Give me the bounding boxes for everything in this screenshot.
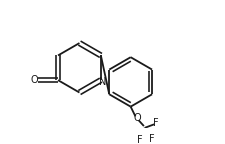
- Text: N: N: [99, 77, 106, 87]
- Text: F: F: [136, 135, 142, 144]
- Text: F: F: [153, 118, 158, 128]
- Text: O: O: [30, 75, 38, 85]
- Text: F: F: [148, 134, 154, 144]
- Text: O: O: [133, 113, 140, 123]
